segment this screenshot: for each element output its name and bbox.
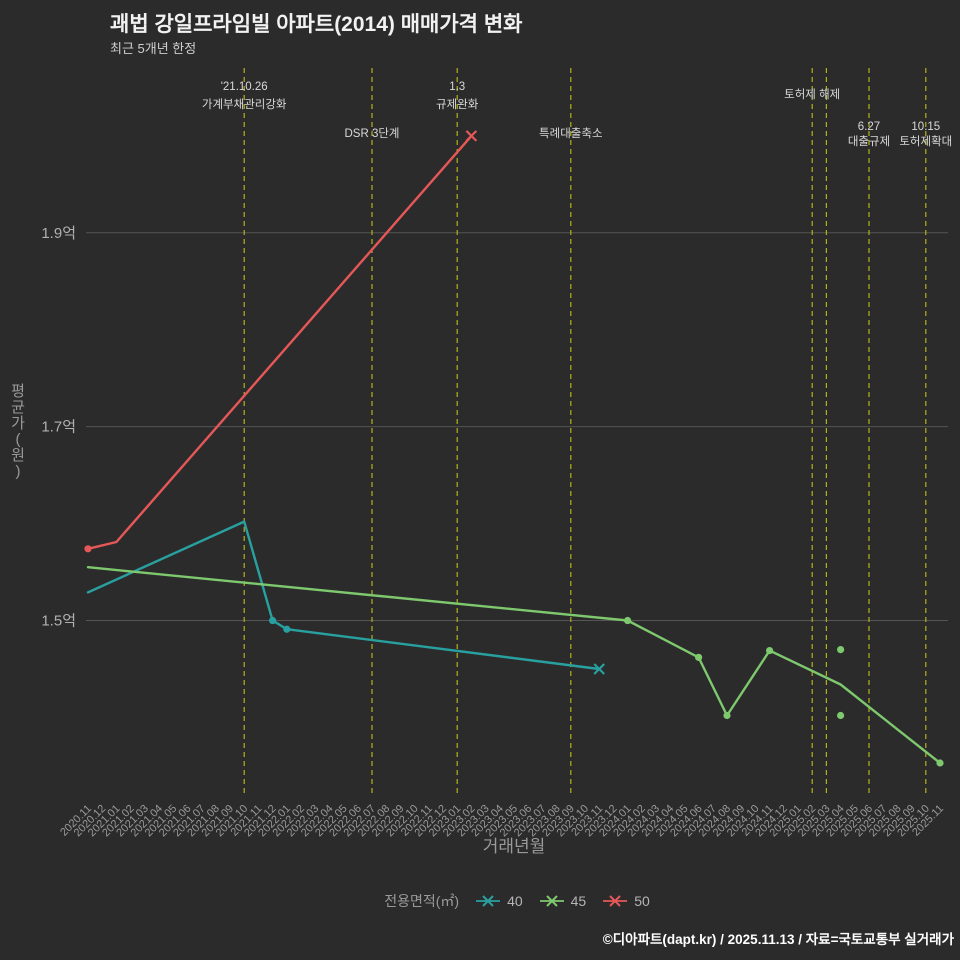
event-label: '21.10.26	[221, 81, 268, 93]
legend-line-x-marker	[603, 895, 628, 907]
x-end-marker	[593, 663, 605, 675]
scatter-point	[837, 711, 845, 720]
event-label: 대출규제	[848, 135, 890, 148]
event-label: 토허제확대	[899, 135, 952, 148]
y-tick-label: 1.9억	[41, 225, 76, 242]
event-label: 1.3	[449, 81, 465, 93]
chart-legend: 전용면적(㎡) 40 45 50	[37, 891, 960, 911]
series-line-50	[86, 134, 473, 550]
legend-item-50: 50	[602, 893, 650, 909]
event-label: 특례대출축소	[539, 127, 602, 140]
event-label: 토허제 해제	[784, 88, 840, 101]
event-label: 가계부채관리강화	[202, 98, 287, 111]
data-point	[766, 646, 774, 655]
data-point	[723, 711, 731, 720]
legend-line-x-marker	[476, 895, 501, 907]
legend-line-x-marker	[539, 895, 564, 907]
legend-label: 45	[570, 893, 587, 909]
event-label: DSR 3단계	[344, 127, 399, 140]
chart-title: 괘법 강일프라임빌 아파트(2014) 매매가격 변화	[110, 13, 523, 36]
y-axis-title: 평 균 가(원)	[11, 383, 25, 480]
y-tick-label: 1.5억	[41, 613, 76, 630]
data-point	[283, 625, 291, 633]
data-point	[695, 653, 703, 661]
legend-items: 40 45 50	[475, 893, 650, 909]
y-tick-label: 1.7억	[41, 419, 76, 436]
legend-item-45: 45	[539, 893, 587, 909]
x-axis-title: 거래년월	[483, 837, 546, 856]
legend-title: 전용면적(㎡)	[384, 893, 460, 909]
scatter-point	[837, 646, 845, 654]
x-end-marker	[465, 130, 478, 142]
chart-subtitle: 최근 5개년 한정	[110, 41, 197, 56]
data-point	[269, 616, 277, 625]
data-point	[936, 759, 944, 767]
data-point	[84, 545, 92, 553]
legend-item-40: 40	[475, 893, 523, 909]
event-label: 10.15	[911, 121, 940, 133]
event-label: 6.27	[858, 121, 880, 133]
series-line-40	[86, 520, 601, 671]
event-label: 규제완화	[436, 98, 479, 111]
data-point	[624, 616, 632, 625]
legend-label: 50	[634, 893, 650, 909]
credit-footer: ©디아파트(dapt.kr) / 2025.11.13 / 자료=국토교통부 실…	[602, 932, 954, 947]
legend-label: 40	[507, 893, 523, 909]
